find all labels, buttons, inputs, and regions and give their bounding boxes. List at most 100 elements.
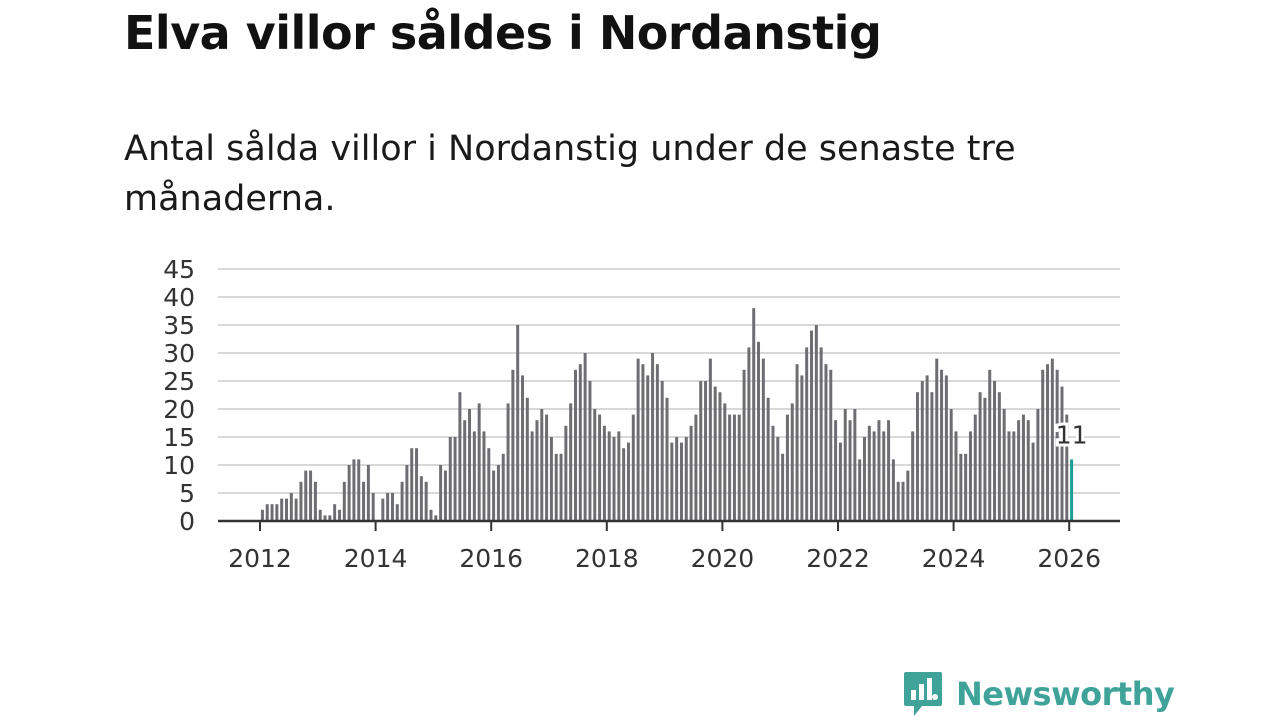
- bar: [549, 437, 553, 521]
- bar: [944, 375, 948, 521]
- bar: [352, 459, 356, 521]
- bar: [313, 481, 317, 521]
- bar: [506, 403, 510, 521]
- bar: [810, 330, 814, 521]
- chart-title: Elva villor såldes i Nordanstig: [124, 6, 882, 60]
- bar: [646, 375, 650, 521]
- bar: [554, 453, 558, 521]
- bar: [1002, 409, 1006, 521]
- bar: [925, 375, 929, 521]
- y-tick-label: 35: [163, 311, 195, 340]
- x-tick-label: 2014: [344, 544, 408, 573]
- bar: [853, 409, 857, 521]
- x-tick-label: 2018: [575, 544, 639, 573]
- bar: [713, 386, 717, 521]
- x-axis-ticks: 2012 2014 2016 2018 2020 2022 2024 2026: [228, 521, 1101, 573]
- bar: [723, 403, 727, 521]
- bar: [747, 347, 751, 521]
- bar: [689, 425, 693, 521]
- newsworthy-logo-icon: [904, 672, 942, 716]
- bar: [930, 392, 934, 521]
- bar: [1026, 420, 1030, 521]
- bar: [679, 442, 683, 521]
- newsworthy-logo[interactable]: Newsworthy: [902, 670, 1175, 718]
- bar: [732, 414, 736, 521]
- bar: [935, 358, 939, 521]
- bar: [891, 459, 895, 521]
- bar: [540, 409, 544, 521]
- bar: [617, 431, 621, 521]
- bar: [337, 509, 341, 521]
- bar: [694, 414, 698, 521]
- bar: [940, 369, 944, 521]
- bar: [530, 431, 534, 521]
- bar: [675, 437, 679, 521]
- bar: [390, 493, 394, 521]
- bar: [1041, 369, 1045, 521]
- x-tick-label: 2026: [1037, 544, 1101, 573]
- x-tick-label: 2016: [459, 544, 523, 573]
- bar: [304, 470, 308, 521]
- bar: [458, 392, 462, 521]
- bar: [915, 392, 919, 521]
- bar: [636, 358, 640, 521]
- bar: [1060, 386, 1064, 521]
- bar: [429, 509, 433, 521]
- bar: [819, 347, 823, 521]
- bar: [785, 414, 789, 521]
- y-tick-label: 0: [179, 507, 195, 536]
- bar: [882, 431, 886, 521]
- bar: [496, 465, 500, 521]
- bar: [665, 397, 669, 521]
- bar: [260, 509, 264, 521]
- y-tick-label: 45: [163, 255, 195, 284]
- bar: [333, 504, 337, 521]
- brand-name: Newsworthy: [956, 675, 1175, 713]
- bar: [289, 493, 293, 521]
- bar: [521, 375, 525, 521]
- bar: [487, 448, 491, 521]
- bar: [757, 341, 761, 521]
- bar: [1046, 364, 1050, 521]
- bar: [516, 325, 520, 521]
- bar: [1036, 409, 1040, 521]
- bar: [742, 369, 746, 521]
- bar: [761, 358, 765, 521]
- bar: [448, 437, 452, 521]
- y-tick-label: 15: [163, 423, 195, 452]
- bar: [545, 414, 549, 521]
- bar: [718, 392, 722, 521]
- bar: [863, 437, 866, 521]
- bar: [381, 498, 385, 521]
- bar: [684, 437, 688, 521]
- bar: [1007, 431, 1011, 521]
- bar: [997, 392, 1001, 521]
- bar: [593, 409, 597, 521]
- bar: [978, 392, 982, 521]
- bar: [294, 498, 298, 521]
- bar: [622, 448, 626, 521]
- bar: [482, 431, 486, 521]
- bar: [887, 420, 891, 521]
- bar: [415, 448, 419, 521]
- bar: [906, 470, 910, 521]
- bar: [959, 453, 963, 521]
- y-tick-label: 25: [163, 367, 195, 396]
- y-tick-label: 40: [163, 283, 195, 312]
- bar: [424, 481, 428, 521]
- bar: [655, 364, 659, 521]
- bar: [781, 453, 785, 521]
- bar: [342, 481, 346, 521]
- bar: [612, 437, 616, 521]
- bar: [920, 381, 924, 521]
- bar: [468, 409, 472, 521]
- bar: [439, 465, 443, 521]
- bar: [501, 453, 505, 521]
- bar: [395, 504, 399, 521]
- bar: [265, 504, 269, 521]
- bar: [443, 470, 447, 521]
- bar: [670, 442, 674, 521]
- bar: [641, 364, 645, 521]
- bars: [260, 308, 1074, 521]
